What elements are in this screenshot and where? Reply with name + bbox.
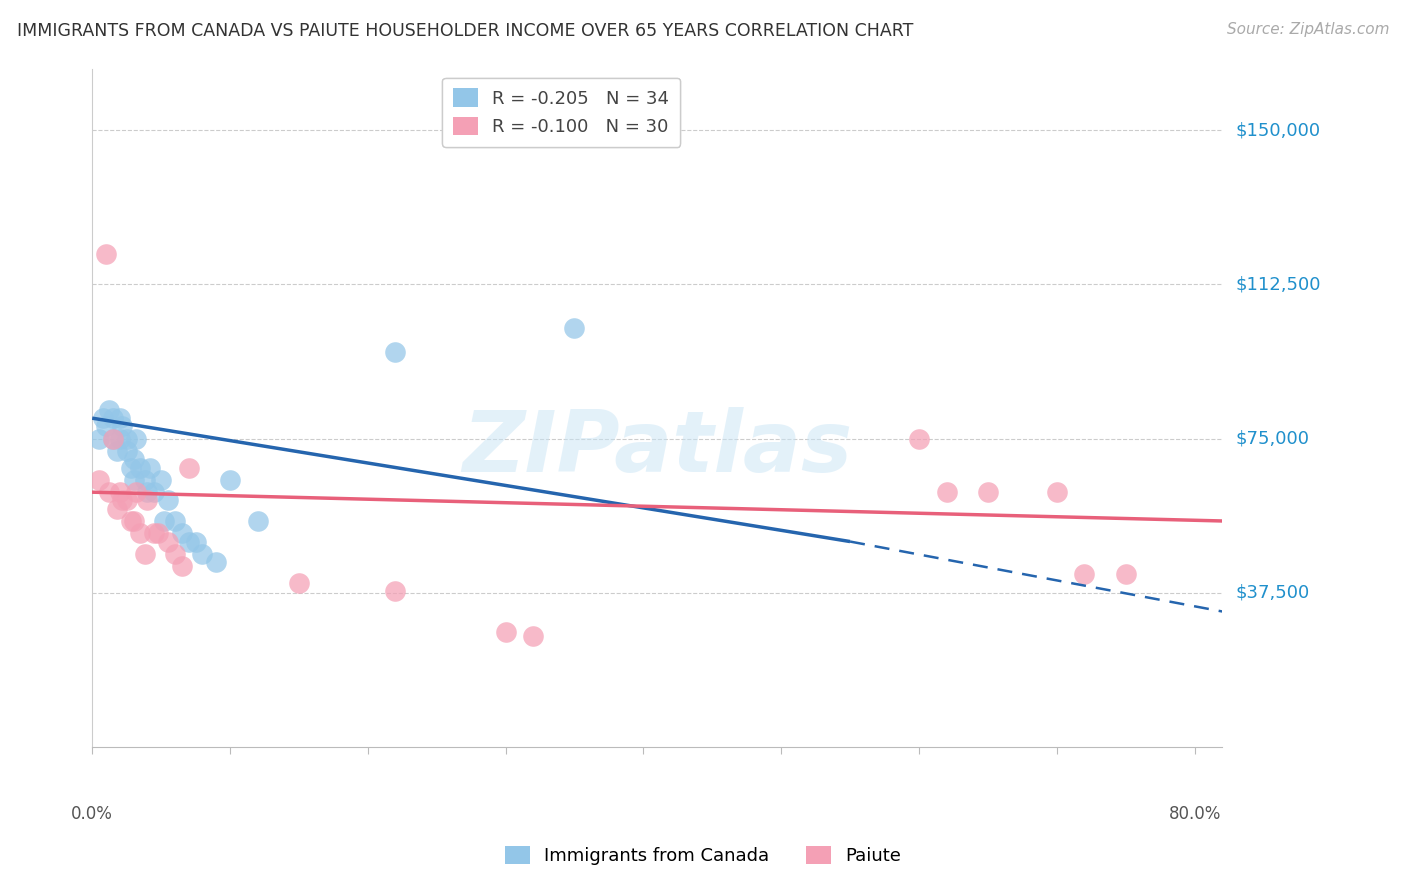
Point (163, 514, 186, 528)
Point (122, 514, 145, 528)
Point (170, 559, 193, 574)
Point (125, 432, 148, 446)
Point (101, 432, 124, 446)
Point (564, 320, 586, 334)
Text: IMMIGRANTS FROM CANADA VS PAIUTE HOUSEHOLDER INCOME OVER 65 YEARS CORRELATION CH: IMMIGRANTS FROM CANADA VS PAIUTE HOUSEHO… (17, 22, 914, 40)
Point (205, 555, 228, 569)
Point (134, 547, 156, 561)
Point (384, 583, 406, 598)
Point (184, 534, 207, 549)
Point (122, 473, 145, 487)
Point (129, 526, 152, 541)
Legend: R = -0.205   N = 34, R = -0.100   N = 30: R = -0.205 N = 34, R = -0.100 N = 30 (441, 78, 681, 147)
Point (153, 514, 176, 528)
Point (522, 629, 544, 643)
Point (129, 460, 152, 475)
Point (94, 246, 117, 260)
Point (177, 460, 200, 475)
Legend: Immigrants from Canada, Paiute: Immigrants from Canada, Paiute (498, 838, 908, 872)
Point (105, 444, 128, 458)
Point (150, 473, 173, 487)
Point (495, 625, 517, 640)
Point (1073, 567, 1095, 582)
Point (115, 493, 138, 508)
Point (1046, 485, 1069, 500)
Point (136, 485, 159, 500)
Point (139, 460, 162, 475)
Text: $112,500: $112,500 (1236, 276, 1322, 293)
Point (219, 473, 242, 487)
Text: Source: ZipAtlas.com: Source: ZipAtlas.com (1226, 22, 1389, 37)
Point (111, 419, 134, 434)
Point (101, 411, 124, 425)
Point (108, 411, 131, 425)
Point (97, 485, 120, 500)
Point (977, 485, 1000, 500)
Point (156, 493, 179, 508)
Point (87, 473, 110, 487)
Point (111, 493, 134, 508)
Point (120, 514, 142, 528)
Point (246, 514, 269, 528)
Text: 80.0%: 80.0% (1168, 805, 1220, 822)
Point (143, 526, 166, 541)
Point (120, 460, 142, 475)
Point (122, 452, 145, 467)
Point (170, 526, 193, 541)
Text: $150,000: $150,000 (1236, 121, 1320, 139)
Point (1115, 567, 1137, 582)
Text: 0.0%: 0.0% (72, 805, 112, 822)
Point (105, 501, 128, 516)
Point (115, 444, 138, 458)
Point (91, 411, 114, 425)
Point (288, 575, 311, 590)
Text: $37,500: $37,500 (1236, 584, 1310, 602)
Point (148, 526, 170, 541)
Point (163, 547, 186, 561)
Point (108, 432, 131, 446)
Point (143, 485, 166, 500)
Point (115, 432, 138, 446)
Point (177, 534, 200, 549)
Point (935, 485, 957, 500)
Text: ZIPatlas: ZIPatlas (463, 407, 852, 490)
Point (108, 485, 131, 500)
Point (384, 345, 406, 359)
Point (908, 432, 931, 446)
Point (94, 419, 117, 434)
Point (101, 432, 124, 446)
Point (136, 493, 159, 508)
Text: $75,000: $75,000 (1236, 430, 1309, 448)
Point (87, 432, 110, 446)
Point (125, 485, 148, 500)
Point (134, 473, 156, 487)
Point (97, 403, 120, 417)
Point (191, 547, 214, 561)
Point (156, 534, 179, 549)
